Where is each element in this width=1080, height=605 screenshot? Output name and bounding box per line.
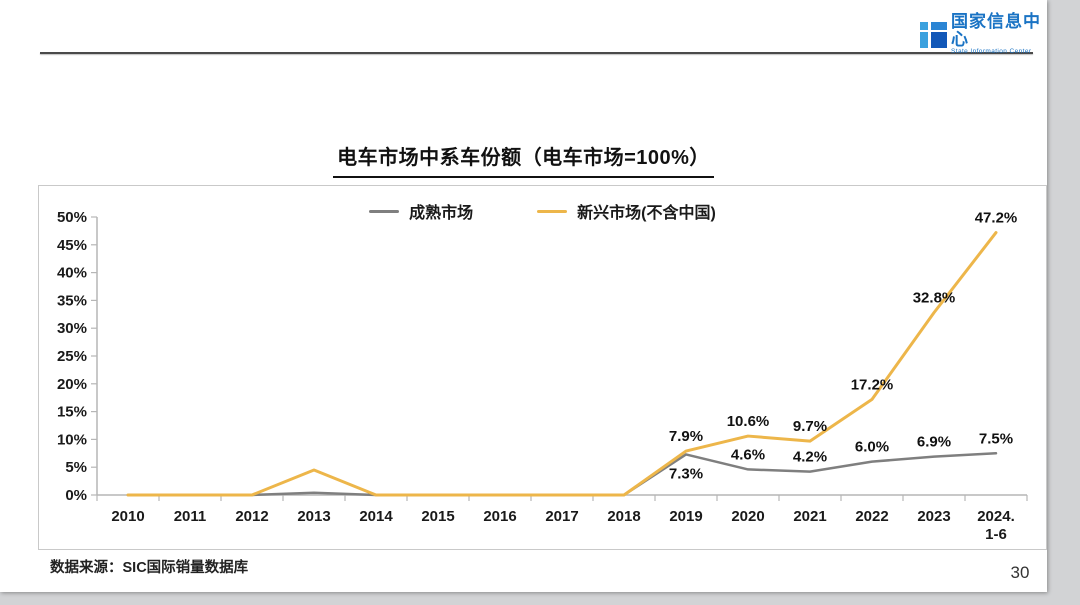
data-label: 4.2%: [793, 449, 827, 466]
y-tick-label: 15%: [57, 404, 87, 421]
y-tick-label: 35%: [57, 292, 87, 309]
data-source-note: 数据来源：SIC国际销量数据库: [50, 560, 249, 576]
chart-panel: 成熟市场 新兴市场(不含中国) 0% 5% 10% 15% 20% 25% 30% 35% 40…: [38, 185, 1047, 550]
org-logo-icon: [920, 21, 947, 48]
x-tick-label: 2012: [235, 508, 268, 525]
data-label: 17.2%: [851, 376, 894, 393]
line-chart-svg: 0% 5% 10% 15% 20% 25% 30% 35% 40% 45% 50% 2010 2011 2…: [57, 209, 1028, 543]
data-label: 4.6%: [731, 446, 765, 463]
legend-swatch-mature: [369, 209, 400, 213]
data-label: 47.2%: [975, 210, 1018, 227]
org-name-en: State Information Center: [951, 47, 1032, 55]
y-tick-label: 40%: [57, 265, 87, 282]
slide-page: 国家信息中心 State Information Center 电车市场中系车份…: [0, 0, 1047, 592]
page-number: 30: [1010, 563, 1030, 582]
x-tick-label: 2024. 1-6: [977, 508, 1015, 543]
legend-item-mature-market: 成熟市场: [369, 199, 473, 223]
org-name-zh: 国家信息中心: [951, 12, 1041, 49]
legend-label-emerging: 新兴市场(不含中国): [577, 205, 716, 222]
x-tick-label: 2023: [917, 508, 950, 525]
x-tick-label: 2018: [607, 508, 640, 525]
x-tick-label: 2020: [731, 508, 764, 525]
y-tick-label: 10%: [57, 431, 87, 448]
data-label: 9.7%: [793, 418, 827, 435]
data-label: 6.9%: [917, 434, 951, 451]
header-divider: [40, 52, 1033, 54]
data-label: 7.5%: [979, 430, 1013, 447]
data-label: 7.3%: [669, 465, 703, 482]
x-tick-label: 2014: [359, 508, 393, 525]
chart-title: 电车市场中系车份额（电车市场=100%）: [0, 141, 1047, 178]
x-tick-label: 2015: [421, 508, 454, 525]
y-tick-label: 50%: [57, 209, 87, 226]
x-tick-label: 2010: [111, 508, 144, 525]
legend-label-mature: 成熟市场: [409, 205, 474, 222]
y-tick-label: 20%: [57, 376, 87, 393]
x-tick-label: 2019: [669, 508, 702, 525]
org-logo: 国家信息中心 State Information Center: [920, 13, 1047, 56]
data-label: 7.9%: [669, 428, 703, 445]
chart-legend: 成熟市场 新兴市场(不含中国): [39, 199, 1046, 223]
x-tick-label: 2013: [297, 508, 330, 525]
x-tick-label: 2011: [174, 508, 207, 525]
x-tick-label: 2017: [545, 508, 578, 525]
y-tick-label: 0%: [65, 487, 87, 504]
series-line-0: [126, 452, 998, 497]
y-tick-label: 25%: [57, 348, 87, 365]
data-label: 10.6%: [727, 413, 770, 430]
data-label: 6.0%: [855, 439, 889, 456]
x-tick-label: 2016: [483, 508, 516, 525]
y-tick-label: 5%: [65, 459, 87, 476]
y-tick-label: 45%: [57, 237, 87, 254]
x-tick-label: 2021: [793, 508, 826, 525]
chart-title-text: 电车市场中系车份额（电车市场=100%）: [333, 141, 714, 178]
x-tick-label: 2022: [855, 508, 888, 525]
legend-item-emerging-market: 新兴市场(不含中国): [537, 199, 716, 223]
series-line-1: [126, 231, 998, 497]
y-tick-label: 30%: [57, 320, 87, 337]
legend-swatch-emerging: [537, 209, 568, 213]
data-label: 32.8%: [913, 290, 956, 307]
